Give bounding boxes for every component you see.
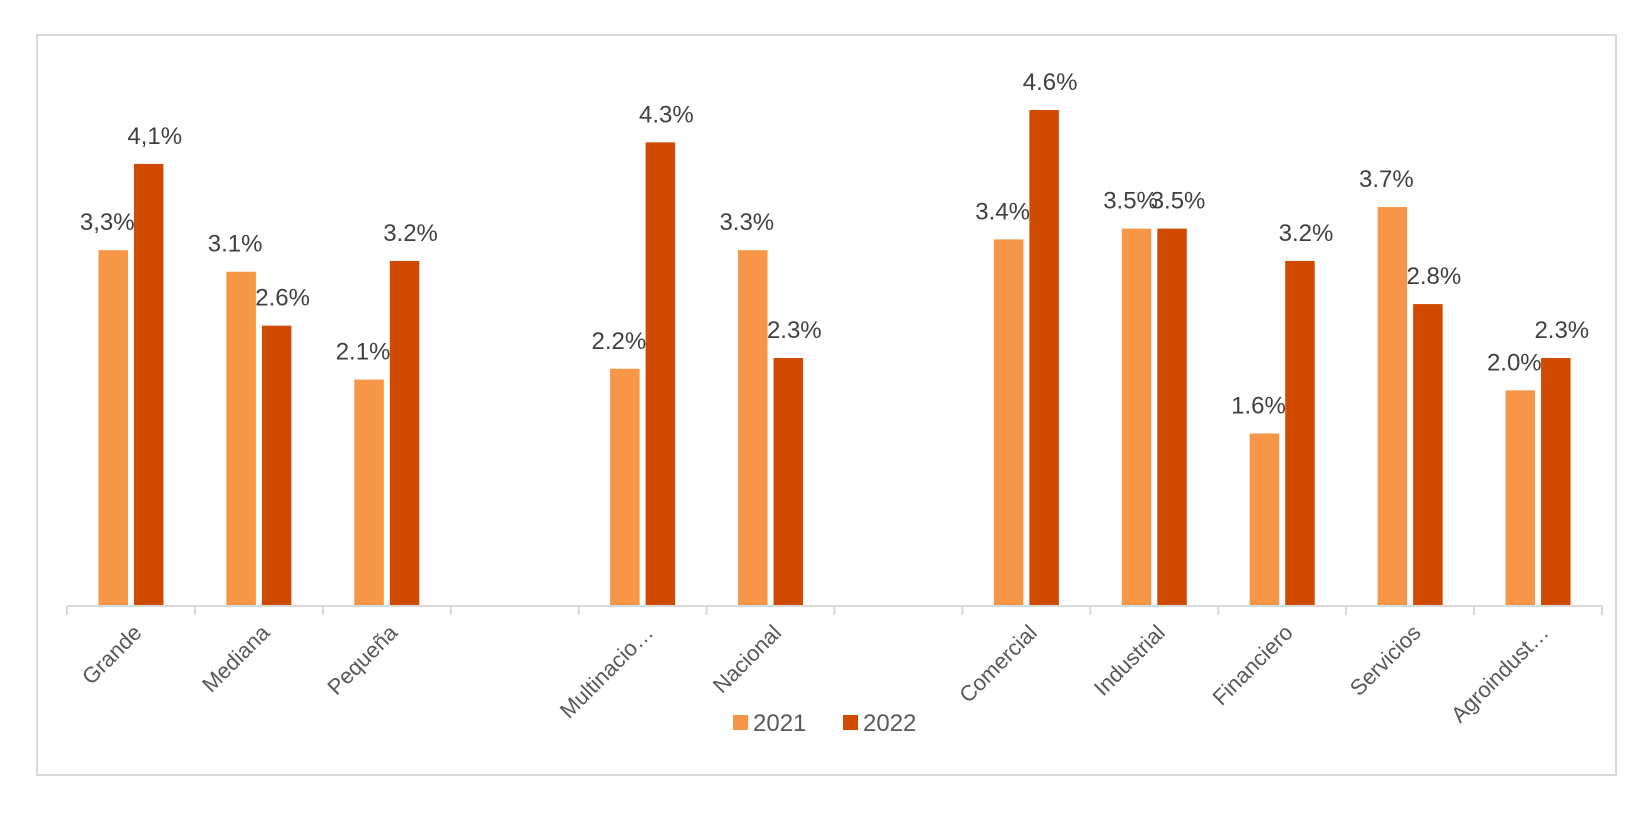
bar-2022: [1541, 358, 1571, 606]
data-label: 4,1%: [127, 123, 182, 150]
legend-label-2022: 2022: [863, 710, 916, 737]
bar-2021: [1377, 207, 1408, 607]
data-label: 2.6%: [255, 285, 310, 312]
data-label: 3.3%: [719, 209, 774, 236]
bar-2021: [226, 271, 256, 606]
data-label: 3,3%: [80, 209, 135, 236]
bar-2022: [389, 260, 420, 606]
legend-swatch-2021: [733, 715, 748, 730]
bar-2021: [98, 250, 128, 606]
data-label: 3.1%: [208, 231, 263, 258]
bar-2021: [993, 239, 1024, 607]
data-label: 1.6%: [1231, 392, 1286, 419]
bar-2022: [261, 325, 292, 606]
data-label: 3.4%: [975, 198, 1030, 225]
legend-label-2021: 2021: [753, 710, 806, 737]
legend: 2021 2022: [733, 710, 916, 737]
bar-2022: [645, 142, 676, 606]
bar-2021: [1505, 390, 1536, 606]
data-label: 2.3%: [767, 317, 822, 344]
bar-2022: [133, 163, 164, 607]
data-label: 3.7%: [1359, 166, 1414, 193]
data-label: 3.2%: [383, 220, 438, 247]
bar-2022: [773, 358, 804, 606]
data-label: 4.3%: [639, 101, 694, 128]
data-label: 3.5%: [1103, 188, 1158, 215]
chart-frame: [36, 34, 1617, 776]
bar-2021: [610, 368, 640, 606]
legend-swatch-2022: [843, 715, 858, 730]
data-label: 3.2%: [1279, 220, 1334, 247]
data-label: 2.8%: [1407, 263, 1462, 290]
bar-2022: [1157, 228, 1187, 606]
data-label: 2.3%: [1534, 317, 1589, 344]
bar-2021: [1121, 228, 1152, 606]
bar-2022: [1413, 304, 1443, 606]
data-label: 2.1%: [336, 339, 391, 366]
data-label: 3.5%: [1151, 188, 1206, 215]
bar-2022: [1285, 260, 1315, 606]
bar-2021: [1249, 433, 1280, 606]
bar-2022: [1029, 110, 1059, 606]
data-label: 2.2%: [592, 328, 647, 355]
data-label: 2.0%: [1487, 349, 1542, 376]
bar-2021: [354, 379, 384, 606]
bar-2021: [738, 250, 768, 606]
data-label: 4.6%: [1023, 69, 1078, 96]
